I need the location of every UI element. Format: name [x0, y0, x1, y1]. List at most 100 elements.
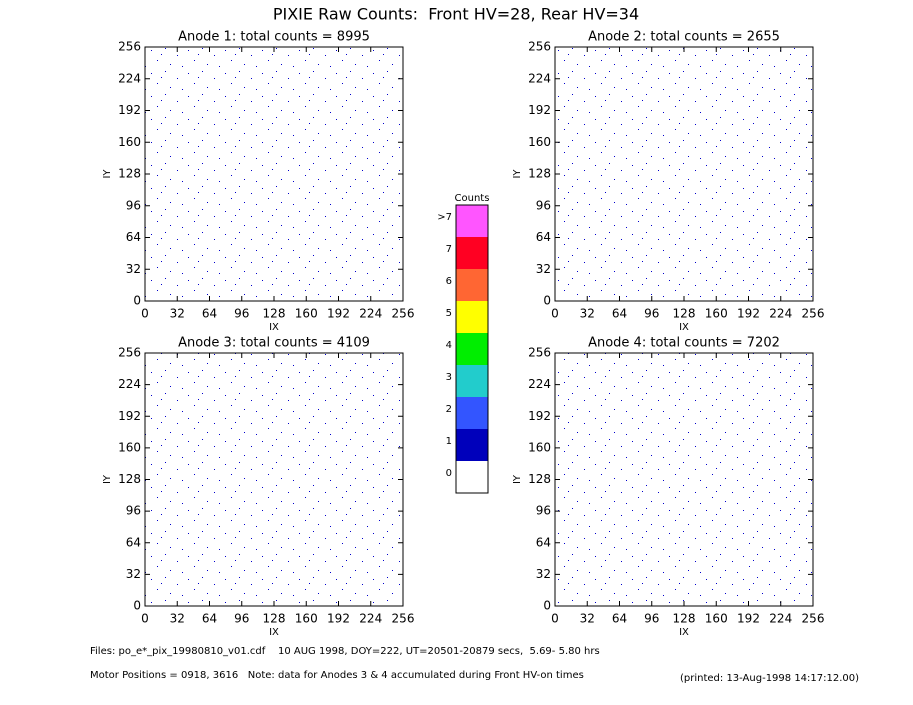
y-tick-label: 224 [528, 377, 551, 391]
colorbar-label: >7 [437, 212, 452, 223]
colorbar-swatch [456, 301, 488, 333]
x-tick-label: 32 [170, 612, 185, 626]
y-tick-label: 160 [528, 135, 551, 149]
colorbar-label: 7 [446, 244, 452, 255]
x-tick-label: 256 [392, 307, 415, 321]
x-axis-label: IX [269, 627, 279, 638]
x-tick-label: 160 [705, 307, 728, 321]
colorbar-label: 4 [446, 340, 452, 351]
footer-motor: Motor Positions = 0918, 3616 Note: data … [90, 670, 584, 681]
y-tick-label: 192 [528, 103, 551, 117]
y-tick-label: 64 [126, 230, 141, 244]
x-tick-label: 256 [802, 307, 825, 321]
x-tick-label: 32 [170, 307, 185, 321]
y-tick-label: 128 [528, 472, 551, 486]
x-tick-label: 96 [644, 612, 659, 626]
x-tick-label: 0 [141, 612, 149, 626]
y-tick-label: 224 [528, 71, 551, 85]
y-tick-label: 192 [118, 103, 141, 117]
panel-title: Anode 3: total counts = 4109 [178, 336, 370, 351]
x-tick-label: 32 [580, 612, 595, 626]
x-tick-label: 192 [737, 307, 760, 321]
footer-files: Files: po_e*_pix_19980810_v01.cdf 10 AUG… [90, 646, 600, 657]
x-tick-label: 96 [234, 307, 249, 321]
x-axis-label: IX [679, 322, 689, 333]
colorbar-label: 0 [446, 468, 452, 479]
y-axis-label: IY [102, 169, 113, 179]
colorbar-label: 5 [446, 308, 452, 319]
x-tick-label: 128 [673, 307, 696, 321]
panel-title: Anode 2: total counts = 2655 [588, 30, 780, 45]
colorbar-swatch [456, 205, 488, 237]
y-axis-label: IY [102, 474, 113, 484]
colorbar-swatch [456, 429, 488, 461]
panel: Anode 3: total counts = 4109 0 32 64 96 128 16… [102, 336, 414, 639]
colorbar-swatch [456, 269, 488, 301]
colorbar-title: Counts [455, 193, 490, 204]
y-tick-label: 160 [118, 135, 141, 149]
y-tick-label: 96 [536, 504, 551, 518]
colorbar-frame [455, 204, 489, 494]
y-tick-label: 0 [543, 294, 551, 308]
y-tick-label: 128 [528, 167, 551, 181]
x-tick-label: 224 [359, 612, 382, 626]
y-axis-label: IY [512, 474, 523, 484]
colorbar: Counts 0 1 2 3 4 5 6 7 >7 [437, 193, 490, 494]
x-axis-label: IX [679, 627, 689, 638]
y-tick-label: 96 [126, 504, 141, 518]
y-tick-label: 160 [528, 440, 551, 454]
x-tick-label: 128 [673, 612, 696, 626]
y-tick-label: 160 [118, 440, 141, 454]
colorbar-label: 6 [446, 276, 452, 287]
x-tick-label: 256 [392, 612, 415, 626]
x-tick-label: 192 [327, 612, 350, 626]
y-tick-label: 64 [536, 230, 551, 244]
x-tick-label: 160 [295, 307, 318, 321]
y-tick-label: 96 [536, 198, 551, 212]
x-tick-label: 128 [263, 307, 286, 321]
panel-title: Anode 1: total counts = 8995 [178, 30, 370, 45]
panel: Anode 4: total counts = 7202 0 32 64 96 128 16… [512, 336, 824, 639]
colorbar-swatch [456, 237, 488, 269]
x-tick-label: 0 [551, 612, 559, 626]
y-tick-label: 256 [118, 346, 141, 360]
x-tick-label: 64 [612, 307, 627, 321]
y-tick-label: 64 [536, 535, 551, 549]
y-tick-label: 32 [126, 567, 141, 581]
y-tick-label: 32 [536, 262, 551, 276]
colorbar-swatch [456, 461, 488, 493]
x-tick-label: 224 [769, 307, 792, 321]
plot-area [145, 47, 403, 301]
x-tick-label: 0 [551, 307, 559, 321]
page-title: PIXIE Raw Counts: Front HV=28, Rear HV=3… [273, 5, 639, 24]
x-tick-label: 192 [327, 307, 350, 321]
y-tick-label: 256 [528, 346, 551, 360]
panel: Anode 1: total counts = 8995 0 32 64 96 128 16… [102, 30, 414, 334]
colorbar-swatch [456, 333, 488, 365]
y-tick-label: 224 [118, 71, 141, 85]
y-tick-label: 0 [543, 599, 551, 613]
y-axis-label: IY [512, 169, 523, 179]
x-tick-label: 64 [202, 612, 217, 626]
x-tick-label: 160 [705, 612, 728, 626]
colorbar-swatch [456, 365, 488, 397]
y-tick-label: 256 [528, 40, 551, 54]
x-tick-label: 256 [802, 612, 825, 626]
plot-area [555, 47, 813, 301]
x-tick-label: 32 [580, 307, 595, 321]
colorbar-label: 2 [446, 404, 452, 415]
plot-area [145, 353, 403, 606]
y-tick-label: 0 [133, 599, 141, 613]
colorbar-label: 3 [446, 372, 452, 383]
y-tick-label: 0 [133, 294, 141, 308]
y-tick-label: 128 [118, 472, 141, 486]
x-tick-label: 128 [263, 612, 286, 626]
x-tick-label: 96 [234, 612, 249, 626]
y-tick-label: 32 [126, 262, 141, 276]
footer-printed: (printed: 13-Aug-1998 14:17:12.00) [680, 673, 859, 684]
x-tick-label: 96 [644, 307, 659, 321]
x-tick-label: 224 [769, 612, 792, 626]
x-tick-label: 224 [359, 307, 382, 321]
x-tick-label: 0 [141, 307, 149, 321]
y-tick-label: 32 [536, 567, 551, 581]
